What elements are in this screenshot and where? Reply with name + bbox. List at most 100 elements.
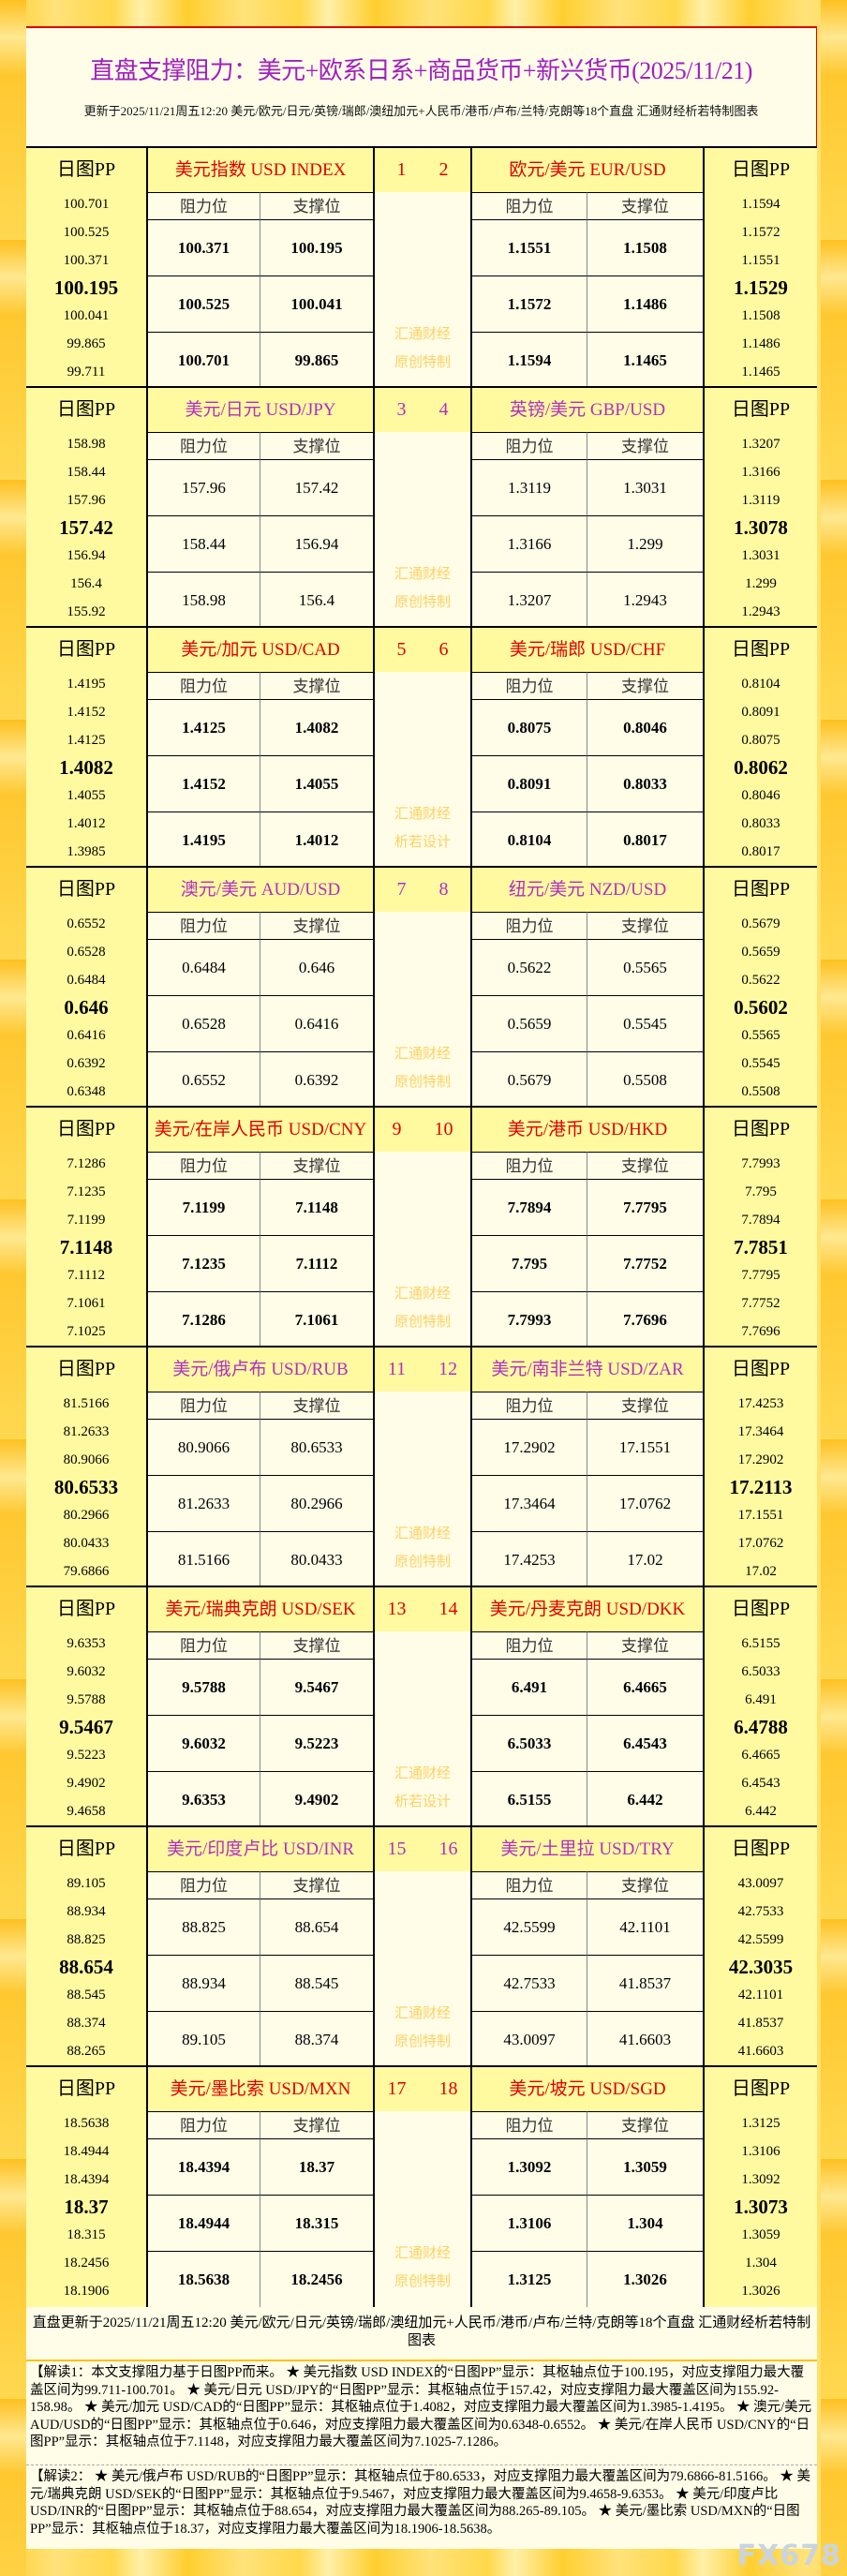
pp-value: 0.6392 (67, 1055, 106, 1071)
watermark-line: 析若设计 (394, 835, 451, 850)
resistance-value: 81.2633 (148, 1475, 260, 1531)
resistance-value: 88.934 (148, 1955, 260, 2011)
resistance-value: 6.5033 (472, 1715, 587, 1771)
pp-label: 日图PP (56, 1599, 116, 1619)
pivot-value: 80.6533 (53, 1476, 119, 1499)
support-value: 17.1551 (587, 1419, 703, 1475)
resistance-value: 43.0097 (472, 2011, 587, 2067)
support-header: 支撑位 (587, 1152, 703, 1179)
pp-value: 0.5679 (741, 916, 780, 931)
pair-numbers: 7 8 (375, 868, 470, 912)
pair-table-right: 美元/瑞郎 USD/CHF 阻力位 支撑位 0.8075 0.8046 0.8091 0.8… (470, 628, 705, 868)
center-column: 13 14 汇通财经 析若设计 (375, 1587, 470, 1827)
pp-value: 17.2902 (737, 1452, 784, 1467)
resistance-value: 9.6032 (148, 1715, 260, 1771)
support-value: 0.5565 (587, 939, 703, 995)
resistance-value: 0.6528 (148, 995, 260, 1051)
pair-table-right: 美元/土里拉 USD/TRY 阻力位 支撑位 42.5599 42.1101 42.753… (470, 1827, 705, 2067)
pp-value: 1.3059 (741, 2227, 780, 2243)
pp-value: 7.7752 (741, 1295, 780, 1311)
resistance-value: 1.1551 (472, 219, 587, 275)
resistance-value: 1.3119 (472, 459, 587, 515)
support-value: 80.0433 (260, 1531, 373, 1587)
pp-value: 81.2633 (63, 1423, 110, 1439)
pp-column-right: 日图PP 0.8104 0.8091 0.8075 0.8062 0.8046 0.8033… (705, 628, 817, 868)
pp-column-right: 日图PP 0.5679 0.5659 0.5622 0.5602 0.5565 0.5545… (705, 868, 817, 1108)
support-value: 17.0762 (587, 1475, 703, 1531)
pp-value: 6.5033 (741, 1663, 780, 1679)
pivot-value: 0.646 (64, 996, 109, 1020)
support-value: 42.1101 (587, 1898, 703, 1955)
level-grid: 阻力位 支撑位 9.5788 9.5467 9.6032 9.5223 9.6353 9.49… (148, 1631, 373, 1827)
support-value: 0.8017 (587, 812, 703, 868)
pivot-value: 7.7851 (734, 1236, 788, 1259)
pp-value: 42.5599 (737, 1931, 784, 1947)
pp-value: 88.545 (67, 1988, 106, 2003)
level-grid: 阻力位 支撑位 0.6484 0.646 0.6528 0.6416 0.6552 0.639… (148, 912, 373, 1108)
pair-block: 日图PP 1.4195 1.4152 1.4125 1.4082 1.4055 1.4012… (26, 626, 817, 868)
watermark-line: 汇通财经 (394, 2006, 451, 2021)
support-value: 0.5545 (587, 995, 703, 1051)
resistance-header: 阻力位 (472, 1392, 587, 1419)
pair-name: 纽元/美元 NZD/USD (472, 868, 703, 912)
pp-value: 0.6552 (67, 916, 106, 931)
support-value: 156.4 (260, 572, 373, 628)
resistance-header: 阻力位 (148, 1392, 260, 1419)
pp-value: 0.5622 (741, 972, 780, 988)
pp-value: 7.7696 (741, 1323, 780, 1339)
pp-value: 1.4195 (67, 677, 106, 692)
pair-table-left: 美元/墨比索 USD/MXN 阻力位 支撑位 18.4394 18.37 18.4944 1… (146, 2067, 375, 2307)
pp-value: 6.491 (745, 1691, 777, 1707)
pp-column-right: 日图PP 1.3207 1.3166 1.3119 1.3078 1.3031 1.299 1… (705, 388, 817, 628)
pp-value: 99.865 (67, 335, 106, 351)
level-grid: 阻力位 支撑位 6.491 6.4665 6.5033 6.4543 6.5155 6.442 (472, 1631, 703, 1827)
pp-value: 17.4253 (737, 1396, 784, 1411)
pp-value: 0.8046 (741, 788, 780, 804)
pp-value: 17.3464 (737, 1423, 784, 1439)
resistance-header: 阻力位 (472, 1631, 587, 1659)
pp-value: 1.3106 (741, 2143, 780, 2159)
support-value: 80.6533 (260, 1419, 373, 1475)
resistance-value: 0.6552 (148, 1051, 260, 1108)
pp-column-left: 日图PP 0.6552 0.6528 0.6484 0.646 0.6416 0.6392 0… (26, 868, 146, 1108)
resistance-header: 阻力位 (148, 1871, 260, 1898)
page: 直盘支撑阻力：美元+欧系日系+商品货币+新兴货币(2025/11/21) 更新于… (26, 26, 817, 2549)
pp-column-right: 日图PP 43.0097 42.7533 42.5599 42.3035 42.1101 4… (705, 1827, 817, 2067)
support-value: 18.2456 (260, 2251, 373, 2307)
pp-value: 0.5508 (741, 1083, 780, 1099)
pp-label: 日图PP (731, 879, 791, 900)
pair-numbers: 3 4 (375, 388, 470, 432)
pp-value: 1.4055 (67, 788, 106, 804)
support-value: 9.4902 (260, 1771, 373, 1827)
resistance-value: 1.3207 (472, 572, 587, 628)
pair-block: 日图PP 7.1286 7.1235 7.1199 7.1148 7.1112 7.1061… (26, 1106, 817, 1348)
pp-value: 1.1594 (741, 197, 780, 212)
support-value: 1.4082 (260, 699, 373, 755)
pair-name: 美元/日元 USD/JPY (148, 388, 373, 432)
support-value: 88.654 (260, 1898, 373, 1955)
pair-name: 美元/港币 USD/HKD (472, 1108, 703, 1152)
pair-table-right: 美元/南非兰特 USD/ZAR 阻力位 支撑位 17.2902 17.1551 17.34… (470, 1348, 705, 1587)
watermark-line: 析若设计 (394, 1794, 451, 1809)
resistance-value: 0.8091 (472, 755, 587, 812)
center-column: 11 12 汇通财经 原创特制 (375, 1348, 470, 1587)
center-column: 3 4 汇通财经 原创特制 (375, 388, 470, 628)
watermark-line: 原创特制 (394, 355, 451, 370)
pivot-value: 157.42 (59, 516, 113, 540)
pp-value: 80.0433 (63, 1535, 110, 1551)
resistance-value: 17.2902 (472, 1419, 587, 1475)
support-value: 6.4543 (587, 1715, 703, 1771)
pp-value: 80.2966 (63, 1508, 110, 1524)
support-header: 支撑位 (260, 672, 373, 699)
support-header: 支撑位 (260, 192, 373, 219)
center-column: 5 6 汇通财经 析若设计 (375, 628, 470, 868)
resistance-header: 阻力位 (148, 912, 260, 939)
support-value: 0.6392 (260, 1051, 373, 1108)
pp-value: 100.041 (63, 308, 110, 324)
pp-label: 日图PP (56, 1119, 116, 1139)
watermark-line: 汇通财经 (394, 807, 451, 822)
pair-table-left: 美元/瑞典克朗 USD/SEK 阻力位 支撑位 9.5788 9.5467 9.6032 9… (146, 1587, 375, 1827)
pp-value: 0.5565 (741, 1028, 780, 1044)
pp-label: 日图PP (731, 399, 791, 420)
pp-value: 42.1101 (737, 1988, 784, 2003)
